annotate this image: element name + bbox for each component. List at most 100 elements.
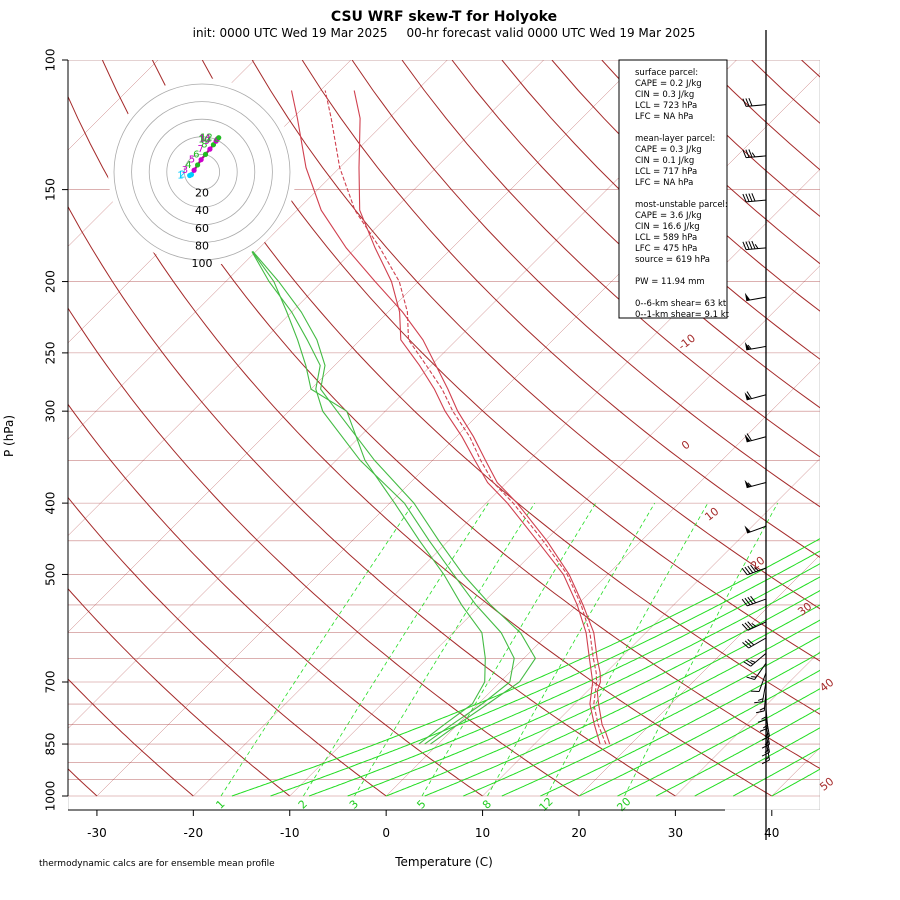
barb-feather (743, 661, 751, 667)
moist-adiabat (270, 550, 820, 797)
isotherm-line (868, 60, 900, 796)
hodograph-ring (148, 118, 256, 226)
barb-feather (747, 638, 755, 646)
hodograph-level-label: 8 (201, 140, 207, 151)
barb-shaft (747, 567, 767, 576)
barb-feather (748, 149, 753, 158)
x-tick-label: 10 (475, 826, 490, 840)
axes: -30 -20 -10 0 10 20 30 401001502002503004005007… (44, 49, 780, 840)
mixing-ratio-line (421, 502, 597, 797)
hodograph-ring (131, 101, 273, 243)
x-tick-label: 30 (668, 826, 683, 840)
x-tick-label: 20 (571, 826, 586, 840)
moist-adiabat (578, 669, 820, 797)
wind-barb (746, 662, 767, 681)
barb-shaft (765, 724, 770, 745)
info-line: CAPE = 0.3 J/kg (635, 145, 702, 155)
barb-feather (751, 676, 757, 678)
barb-feather (761, 716, 767, 720)
isotherm-line (68, 60, 448, 440)
isotherm-label: 0 (679, 438, 693, 453)
barb-feather (757, 719, 767, 723)
y-tick-label: 300 (44, 400, 58, 423)
wind-barb (755, 690, 767, 714)
y-tick-label: 250 (44, 341, 58, 364)
footnote: thermodynamic calcs are for ensemble mea… (39, 859, 275, 869)
hodograph-ring (166, 136, 238, 208)
mixing-ratio-label: 3 (347, 797, 361, 811)
wind-barb (754, 681, 767, 704)
hodograph-level-label: 3 (182, 165, 188, 176)
x-tick-label: -20 (184, 826, 204, 840)
temperature-line-member-2 (324, 90, 607, 745)
hodograph-level-label: 2 (179, 170, 185, 181)
barb-feather (751, 240, 756, 250)
info-line: 0--1-km shear= 9.1 kt (635, 310, 730, 320)
info-line: CIN = 16.6 J/kg (635, 222, 700, 232)
moist-adiabat (463, 619, 820, 797)
y-axis-label: P (hPa) (2, 415, 16, 457)
temperature-line-member-1 (290, 90, 611, 745)
dry-adiabat (68, 678, 194, 797)
info-line: CAPE = 0.2 J/kg (635, 79, 702, 89)
isotherm-line (578, 554, 820, 797)
barb-shaft (746, 155, 767, 159)
barb-feather (744, 640, 752, 647)
dry-adiabat (68, 95, 773, 797)
barb-shaft (746, 199, 767, 203)
barb-shaft (754, 662, 767, 680)
isotherm-line (68, 60, 544, 537)
barb-pennant (744, 292, 751, 301)
barb-shaft (758, 672, 767, 692)
barb-pennant (744, 525, 751, 534)
barb-feather (764, 756, 770, 761)
y-tick-label: 700 (44, 671, 58, 694)
barb-feather (759, 707, 765, 711)
isotherm-line (68, 60, 737, 729)
barb-shaft (747, 525, 767, 534)
barb-pennant (744, 434, 751, 442)
dry-adiabat (401, 60, 820, 458)
info-line: PW = 11.94 mm (635, 277, 705, 287)
sounding-profiles (249, 90, 611, 745)
barb-feather (754, 566, 759, 572)
barb-feather (742, 98, 747, 107)
isotherm-line (68, 60, 641, 633)
mixing-ratio-label: 2 (296, 797, 310, 811)
info-line: LFC = 475 hPa (635, 244, 697, 254)
barb-shaft (746, 394, 767, 401)
barb-feather (762, 724, 768, 729)
hodograph-level-label: 4 (185, 160, 191, 171)
barb-feather (748, 193, 753, 202)
chart-title: CSU WRF skew-T for Holyoke (331, 9, 557, 25)
dry-adiabat (68, 588, 291, 797)
barb-feather (747, 344, 752, 350)
hodograph-ring-label: 100 (192, 257, 213, 270)
wind-barb (742, 240, 767, 251)
barb-shaft (765, 740, 770, 761)
mixing-ratio-label: 20 (614, 795, 633, 814)
hodograph-level-label: 5 (189, 155, 195, 166)
dry-adiabat (701, 60, 820, 171)
barb-feather (746, 391, 752, 399)
dry-adiabat (801, 60, 820, 78)
hodograph-point (198, 157, 204, 163)
info-line: LCL = 589 hPa (635, 233, 697, 243)
dewpoint-line-member-3 (249, 247, 486, 745)
moist-adiabat (424, 604, 820, 797)
moist-adiabat (617, 688, 820, 797)
wind-barb (741, 621, 767, 631)
barb-shaft (747, 621, 767, 631)
dry-adiabat (251, 60, 820, 610)
x-tick-label: -10 (280, 826, 300, 840)
barb-feather (754, 701, 763, 704)
barb-feather (744, 597, 751, 606)
hodograph-point (202, 151, 209, 157)
barb-feather (747, 482, 752, 487)
barb-feather (754, 244, 759, 249)
hodograph-level-label: 12 (200, 133, 213, 144)
barb-feather (746, 433, 752, 441)
hodograph-point (216, 135, 222, 141)
